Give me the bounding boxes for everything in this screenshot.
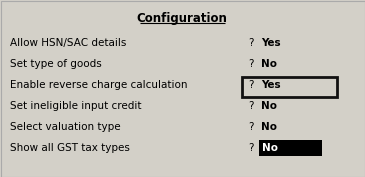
Text: No: No — [261, 59, 277, 69]
Text: ?: ? — [248, 59, 254, 69]
Bar — [242, 77, 337, 97]
Text: Show all GST tax types: Show all GST tax types — [10, 143, 130, 153]
Text: Configuration: Configuration — [137, 12, 227, 25]
Text: Set type of goods: Set type of goods — [10, 59, 102, 69]
Text: ?: ? — [248, 122, 254, 132]
Text: ?: ? — [248, 101, 254, 111]
Text: Yes: Yes — [261, 38, 281, 48]
Text: Set ineligible input credit: Set ineligible input credit — [10, 101, 142, 111]
Text: Allow HSN/SAC details: Allow HSN/SAC details — [10, 38, 126, 48]
Text: No: No — [261, 122, 277, 132]
Text: ?: ? — [248, 143, 254, 153]
Text: ?: ? — [248, 80, 254, 90]
Bar — [259, 140, 322, 156]
Text: No: No — [261, 101, 277, 111]
Text: Enable reverse charge calculation: Enable reverse charge calculation — [10, 80, 188, 90]
Text: ?: ? — [248, 38, 254, 48]
Text: Yes: Yes — [261, 80, 281, 90]
Text: Select valuation type: Select valuation type — [10, 122, 120, 132]
Text: No: No — [262, 143, 278, 153]
